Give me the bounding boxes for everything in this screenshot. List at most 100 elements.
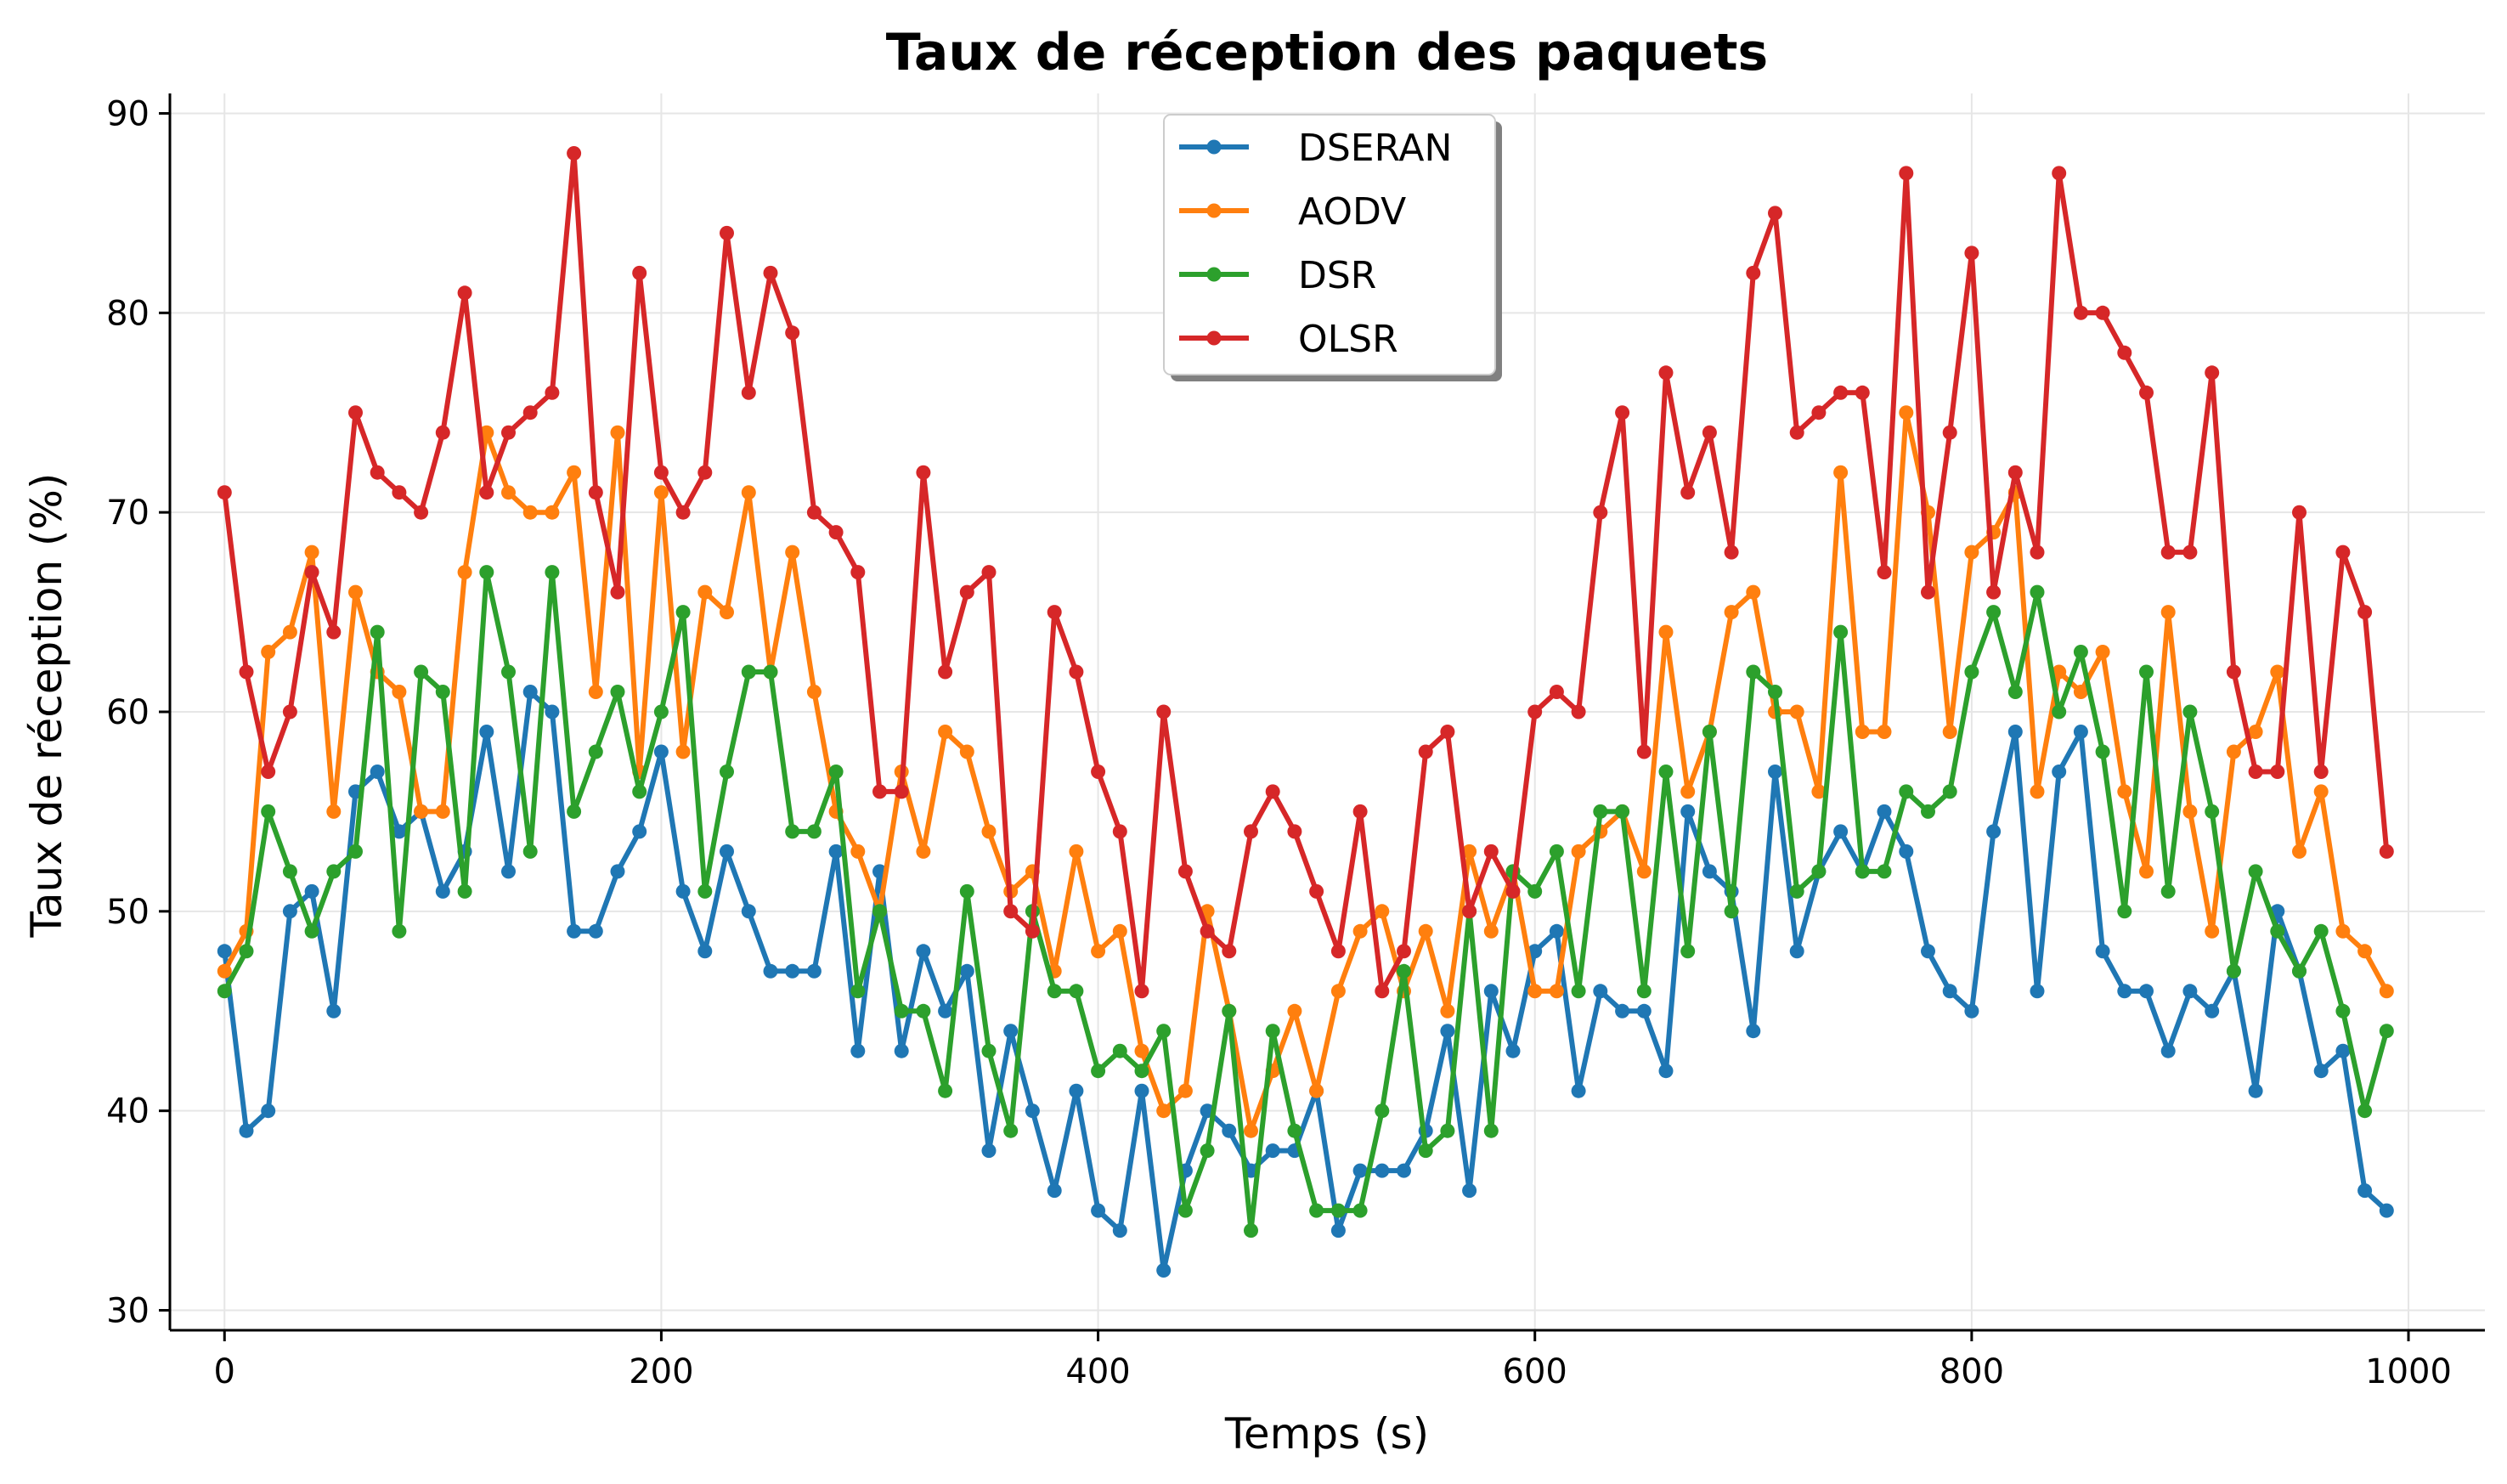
legend-item-dsr: DSR xyxy=(1179,254,1376,297)
data-point-olsr xyxy=(1942,425,1957,440)
data-point-aodv xyxy=(2335,923,2351,939)
data-point-olsr xyxy=(2073,305,2088,320)
data-point-dseran xyxy=(2052,765,2067,779)
data-point-dseran xyxy=(632,824,647,839)
data-point-dseran xyxy=(1746,1024,1761,1039)
y-tick-label: 70 xyxy=(106,494,150,533)
data-point-dseran xyxy=(653,744,669,759)
data-point-dsr xyxy=(1309,1203,1324,1218)
data-point-olsr xyxy=(435,425,450,440)
data-point-dseran xyxy=(1964,1003,1979,1018)
data-point-olsr xyxy=(1658,365,1674,381)
data-point-aodv xyxy=(1134,1043,1149,1058)
data-point-olsr xyxy=(1615,405,1630,420)
data-point-olsr xyxy=(217,485,232,500)
data-point-aodv xyxy=(653,485,669,500)
data-point-aodv xyxy=(588,685,603,699)
data-point-olsr xyxy=(1724,545,1739,560)
data-point-aodv xyxy=(1680,784,1696,799)
data-point-aodv xyxy=(1964,545,1979,560)
data-point-olsr xyxy=(1287,824,1302,839)
data-point-aodv xyxy=(1549,984,1564,999)
data-point-olsr xyxy=(2379,844,2394,859)
data-point-dseran xyxy=(1702,864,1717,879)
data-point-olsr xyxy=(2139,385,2154,400)
data-point-aodv xyxy=(2073,685,2088,699)
data-point-aodv xyxy=(1462,844,1477,859)
data-point-aodv xyxy=(2292,844,2307,859)
data-point-dsr xyxy=(2270,923,2285,939)
data-point-aodv xyxy=(304,545,319,560)
data-point-dseran xyxy=(1265,1143,1280,1159)
legend-item-aodv: AODV xyxy=(1179,190,1406,234)
data-point-dsr xyxy=(1986,605,2002,620)
data-point-dseran xyxy=(392,824,407,839)
data-point-dsr xyxy=(479,565,494,580)
data-point-olsr xyxy=(2248,765,2263,779)
data-point-aodv xyxy=(457,565,472,580)
y-tick-label: 40 xyxy=(106,1092,150,1131)
data-point-olsr xyxy=(1462,904,1477,919)
data-point-olsr xyxy=(981,565,997,580)
data-point-olsr xyxy=(763,265,778,280)
data-point-olsr xyxy=(938,664,953,680)
data-point-dsr xyxy=(653,704,669,719)
data-point-dsr xyxy=(981,1043,997,1058)
data-point-aodv xyxy=(1244,1123,1258,1138)
data-point-olsr xyxy=(392,485,407,500)
data-point-dseran xyxy=(2030,984,2045,999)
data-point-dsr xyxy=(1702,725,1717,739)
data-point-dseran xyxy=(1462,1183,1477,1199)
data-point-aodv xyxy=(1636,864,1652,879)
data-point-dsr xyxy=(1287,1123,1302,1138)
data-point-aodv xyxy=(1855,725,1870,739)
data-point-dsr xyxy=(938,1083,953,1098)
legend-box xyxy=(1163,114,1496,375)
data-point-aodv xyxy=(1091,944,1106,959)
data-point-dseran xyxy=(567,923,582,939)
data-point-dsr xyxy=(2379,1024,2394,1039)
data-point-aodv xyxy=(1069,844,1084,859)
data-point-olsr xyxy=(457,285,472,301)
data-point-aodv xyxy=(806,685,822,699)
data-point-olsr xyxy=(479,485,494,500)
data-point-dsr xyxy=(2335,1003,2351,1018)
data-point-dsr xyxy=(1047,984,1062,999)
y-tick-label: 60 xyxy=(106,693,150,732)
data-point-dseran xyxy=(1025,1103,1040,1119)
data-point-olsr xyxy=(1899,166,1914,181)
data-point-aodv xyxy=(435,804,450,819)
legend: DSERAN AODV DSR OLSR xyxy=(1163,114,1502,381)
data-point-olsr xyxy=(1134,984,1149,999)
data-point-dsr xyxy=(1877,864,1892,879)
data-point-dsr xyxy=(1789,883,1804,899)
data-point-aodv xyxy=(1483,923,1499,939)
data-point-aodv xyxy=(1877,725,1892,739)
data-point-olsr xyxy=(2117,345,2132,360)
data-point-aodv xyxy=(850,844,866,859)
data-point-aodv xyxy=(1658,624,1674,640)
data-point-aodv xyxy=(1375,904,1390,919)
data-point-dsr xyxy=(1724,904,1739,919)
data-point-dsr xyxy=(828,765,844,779)
data-point-dseran xyxy=(239,1123,254,1138)
data-point-aodv xyxy=(545,505,560,520)
data-point-olsr xyxy=(2052,166,2067,181)
data-point-dsr xyxy=(1397,963,1411,979)
data-point-aodv xyxy=(392,685,407,699)
data-point-aodv xyxy=(2095,645,2110,659)
data-point-olsr xyxy=(2095,305,2110,320)
data-point-dseran xyxy=(1768,765,1782,779)
data-point-dseran xyxy=(2073,725,2088,739)
data-point-olsr xyxy=(1483,844,1499,859)
data-point-dseran xyxy=(1156,1263,1172,1278)
data-point-olsr xyxy=(1352,804,1368,819)
data-point-olsr xyxy=(1680,485,1696,500)
data-point-dseran xyxy=(2160,1043,2176,1058)
data-point-dseran xyxy=(981,1143,997,1159)
data-point-dsr xyxy=(2292,963,2307,979)
data-point-dsr xyxy=(632,784,647,799)
data-point-dseran xyxy=(1833,824,1849,839)
data-point-dsr xyxy=(1680,944,1696,959)
data-point-dseran xyxy=(916,944,931,959)
